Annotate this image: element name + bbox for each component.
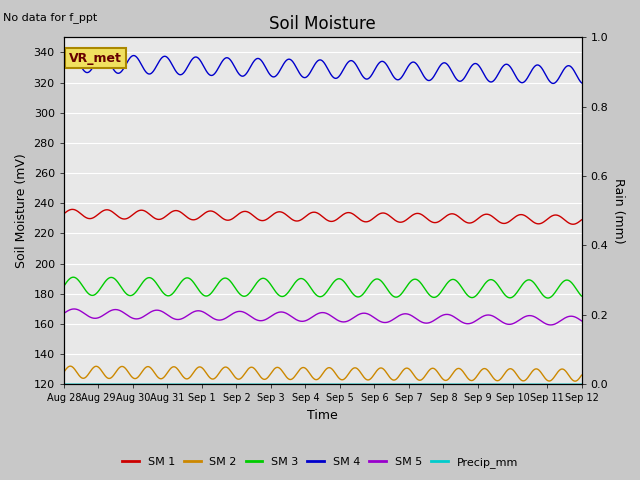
Y-axis label: Rain (mm): Rain (mm) [612,178,625,243]
Text: No data for f_ppt: No data for f_ppt [3,12,97,23]
Y-axis label: Soil Moisture (mV): Soil Moisture (mV) [15,154,28,268]
Text: VR_met: VR_met [69,52,122,65]
Legend: SM 1, SM 2, SM 3, SM 4, SM 5, Precip_mm: SM 1, SM 2, SM 3, SM 4, SM 5, Precip_mm [118,452,522,472]
Title: Soil Moisture: Soil Moisture [269,15,376,33]
X-axis label: Time: Time [307,409,338,422]
